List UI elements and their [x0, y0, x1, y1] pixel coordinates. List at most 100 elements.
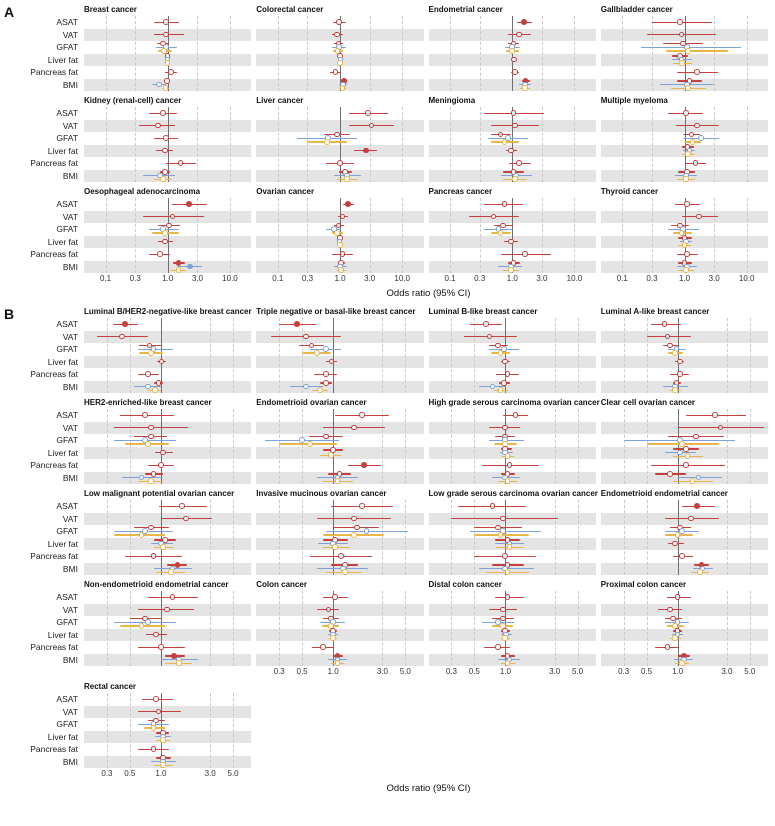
subplot-proximal-colon-cancer: Proximal colon cancer 0.3 0.5 1.0 3.0 5.0 — [600, 579, 768, 677]
gridline — [749, 500, 751, 575]
point-y — [162, 85, 169, 92]
point-y — [327, 452, 334, 459]
point-r — [351, 515, 357, 522]
gridline — [541, 198, 543, 273]
point-r — [672, 540, 679, 547]
point-r — [695, 213, 702, 220]
point-y — [684, 453, 691, 460]
forest-plot-area — [428, 16, 596, 92]
trait-label-gfat: GFAT — [56, 617, 78, 627]
point-r — [162, 169, 168, 175]
gridline — [197, 198, 199, 273]
gridline — [623, 500, 625, 575]
gridline — [105, 107, 107, 182]
gridline — [577, 591, 579, 666]
x-axis-ticks: 0.3 0.5 1.0 3.0 5.0 — [429, 666, 596, 677]
point-y — [497, 229, 504, 236]
point-y — [337, 60, 343, 67]
trait-label-gfat: GFAT — [56, 526, 78, 536]
subplot-title: Luminal A-like breast cancer — [600, 307, 710, 316]
point-y — [162, 229, 168, 236]
reference-line — [333, 409, 335, 484]
gridline — [105, 16, 107, 91]
point-y — [164, 60, 171, 67]
subplot-title: Colorectal cancer — [256, 5, 324, 14]
subplot-title: Endometrial cancer — [428, 5, 503, 14]
point-r — [676, 371, 683, 377]
point-r — [368, 122, 375, 129]
point-r — [150, 746, 157, 752]
point-y — [307, 440, 313, 447]
point-r — [153, 631, 159, 638]
trait-labels: ASAT VAT GFAT Liver fat Pancreas fat BMI — [4, 4, 84, 91]
gridline — [233, 591, 235, 666]
row-stripe — [256, 380, 424, 393]
trait-label-vat: VAT — [62, 706, 78, 717]
subplot-title: Low grade serous carcinoma ovarian cance… — [428, 489, 598, 498]
subplot-title: Breast cancer — [84, 5, 137, 14]
panel-a: A ASAT VAT GFAT Liver fat Pancreas fat BMI Bre… — [4, 4, 773, 302]
reference-line — [167, 107, 169, 182]
point-y — [502, 440, 509, 447]
gridline — [210, 693, 212, 768]
point-r — [495, 644, 501, 650]
point-r — [167, 69, 174, 75]
gridline — [574, 198, 576, 273]
point-y — [679, 440, 685, 447]
tick-label: 1.0 — [334, 274, 346, 283]
point-y — [509, 47, 515, 54]
subplot-title: Ovarian cancer — [256, 187, 315, 196]
forest-plot-area — [256, 107, 424, 183]
gridline — [622, 16, 624, 91]
gridline — [474, 500, 476, 575]
point-r — [490, 213, 497, 220]
subplot-title: Low malignant potential ovarian cancer — [84, 489, 235, 498]
gridline — [479, 107, 481, 182]
subplot-title: Gallbladder cancer — [600, 5, 673, 14]
panel-b-grid: ASAT VAT GFAT Liver fat Pancreas fat BMI Lumin… — [4, 306, 773, 779]
point-r — [338, 553, 345, 559]
point-r — [497, 131, 504, 138]
gridline — [714, 16, 716, 91]
point-y — [685, 85, 691, 92]
trait-label-vat: VAT — [62, 331, 78, 342]
point-y — [324, 138, 330, 145]
point-r — [502, 358, 509, 365]
point-r — [147, 433, 154, 440]
gridline — [646, 409, 648, 484]
panel-a-letter: A — [4, 4, 15, 20]
trait-label-gfat: GFAT — [56, 344, 78, 354]
gridline — [746, 16, 748, 91]
trait-label-vat: VAT — [62, 211, 78, 222]
point-r — [502, 424, 509, 431]
x-axis-ticks: 0.1 0.3 1.0 3.0 10.0 — [601, 273, 768, 284]
trait-label-liver-fat: Liver fat — [47, 236, 78, 247]
point-r — [667, 606, 674, 613]
point-y — [672, 387, 679, 394]
subplot-meningioma: Meningioma — [428, 95, 596, 183]
forest-plot-area — [256, 591, 424, 667]
row-stripe — [428, 380, 596, 393]
row-stripe — [600, 537, 768, 550]
subplot-liver-cancer: Liver cancer — [256, 95, 424, 183]
gridline — [714, 198, 716, 273]
point-r — [678, 31, 685, 38]
tick-label: 0.1 — [444, 274, 456, 283]
point-r — [166, 222, 172, 229]
row-stripe — [600, 628, 768, 641]
reference-line — [340, 107, 341, 182]
point-r — [153, 717, 159, 724]
trait-labels: ASAT VAT GFAT Liver fat Pancreas fat BMI — [4, 397, 84, 484]
forest-plot-area — [600, 409, 768, 485]
tick-label: 3.0 — [204, 769, 216, 778]
gridline — [382, 500, 384, 575]
subplot-triple-negative-or-basal-like-breast-cancer: Triple negative or basal-like breast can… — [256, 306, 424, 394]
trait-label-asat: ASAT — [56, 17, 78, 27]
subplot-thyroid-cancer: Thyroid cancer 0.1 0.3 1.0 3.0 10.0 — [600, 186, 768, 284]
point-r-filled — [694, 503, 700, 509]
point-r — [504, 594, 511, 600]
forest-plot-area — [600, 591, 768, 667]
point-r — [664, 333, 671, 340]
trait-label-gfat: GFAT — [56, 42, 78, 52]
gridline — [277, 16, 279, 91]
